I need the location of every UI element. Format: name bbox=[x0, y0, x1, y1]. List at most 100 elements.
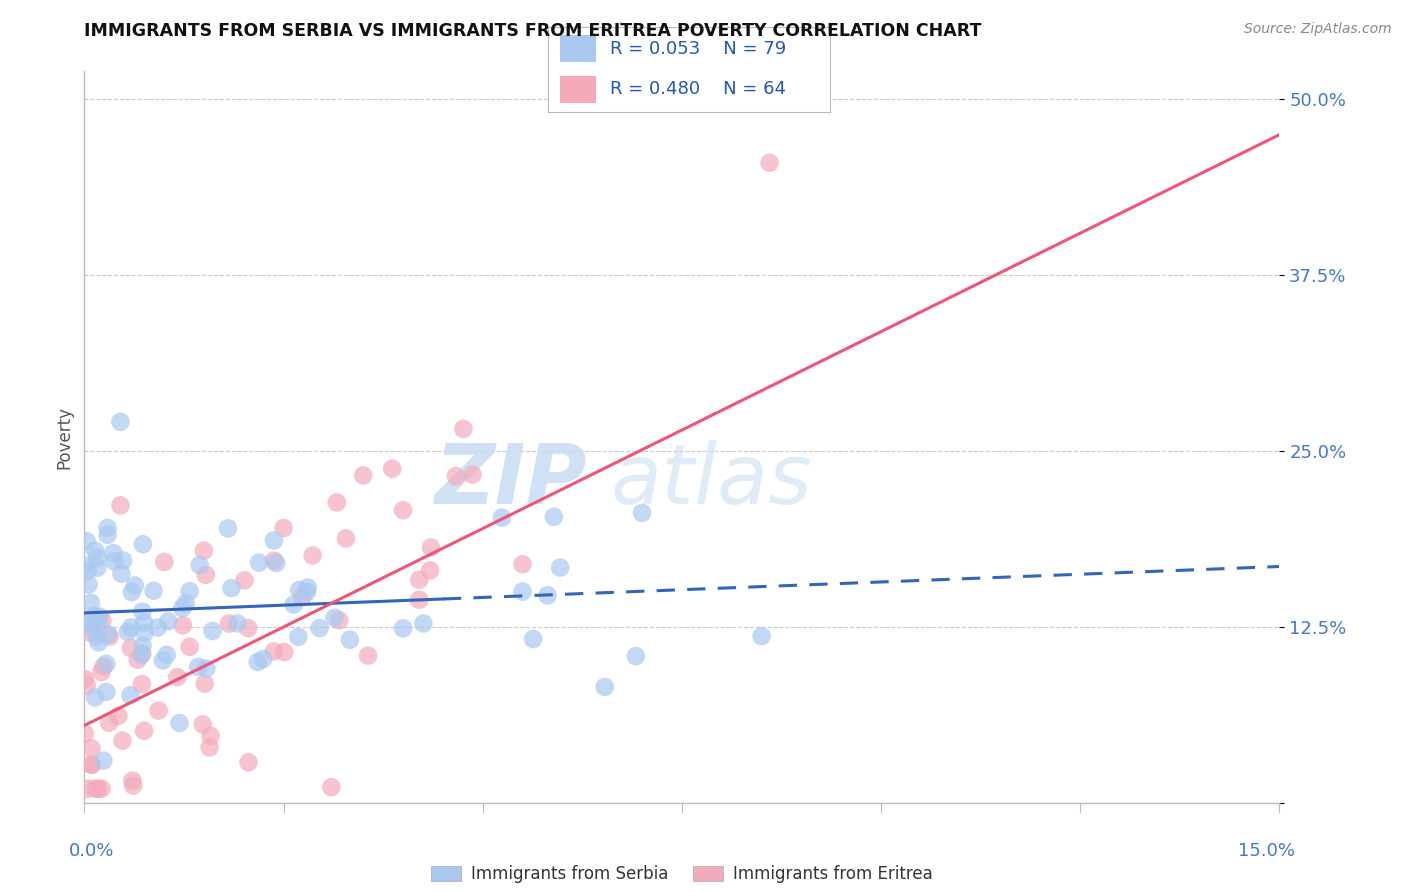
Y-axis label: Poverty: Poverty bbox=[55, 406, 73, 468]
Point bbox=[76, 781, 98, 796]
Point bbox=[288, 583, 311, 598]
Point bbox=[194, 567, 217, 582]
Text: atlas: atlas bbox=[610, 441, 811, 522]
Point bbox=[381, 462, 404, 476]
Point bbox=[93, 754, 115, 768]
Point bbox=[201, 624, 224, 638]
Point bbox=[357, 648, 380, 663]
Point bbox=[153, 555, 176, 569]
Point bbox=[86, 781, 108, 796]
Point bbox=[194, 676, 217, 690]
Point bbox=[295, 585, 318, 599]
Point bbox=[522, 632, 544, 646]
Point bbox=[512, 558, 534, 572]
Point bbox=[301, 549, 323, 563]
Point bbox=[187, 660, 209, 674]
Point bbox=[112, 553, 135, 567]
Point bbox=[328, 613, 350, 627]
Point bbox=[412, 616, 434, 631]
Point bbox=[76, 564, 98, 578]
Point bbox=[146, 620, 169, 634]
Point bbox=[593, 680, 616, 694]
Point bbox=[326, 495, 349, 509]
Point bbox=[408, 592, 430, 607]
Point bbox=[132, 615, 155, 630]
Point bbox=[247, 556, 270, 570]
Point bbox=[134, 723, 156, 738]
Point bbox=[80, 757, 103, 772]
Point bbox=[191, 717, 214, 731]
Point bbox=[631, 506, 654, 520]
Point bbox=[82, 620, 104, 634]
Point bbox=[751, 629, 773, 643]
Point bbox=[172, 601, 194, 615]
Point bbox=[263, 644, 285, 658]
Point bbox=[84, 781, 107, 796]
FancyBboxPatch shape bbox=[560, 36, 596, 62]
Point bbox=[444, 469, 467, 483]
Point bbox=[86, 560, 108, 574]
Point bbox=[73, 672, 96, 686]
Point bbox=[134, 626, 156, 640]
Point bbox=[461, 467, 484, 482]
Point bbox=[233, 574, 256, 588]
Point bbox=[110, 499, 132, 513]
Point bbox=[132, 537, 155, 551]
Point bbox=[166, 670, 188, 684]
Point bbox=[120, 688, 142, 702]
Point bbox=[91, 614, 114, 628]
Point bbox=[107, 709, 129, 723]
Point bbox=[79, 625, 101, 640]
Point bbox=[96, 528, 118, 542]
Text: Source: ZipAtlas.com: Source: ZipAtlas.com bbox=[1244, 22, 1392, 37]
Point bbox=[252, 652, 274, 666]
Text: 0.0%: 0.0% bbox=[69, 842, 114, 860]
Point bbox=[131, 677, 153, 691]
Point bbox=[142, 583, 165, 598]
Point bbox=[218, 616, 240, 631]
Point bbox=[246, 655, 269, 669]
Point bbox=[352, 468, 374, 483]
Point bbox=[264, 556, 287, 570]
Point bbox=[263, 554, 285, 568]
Legend: Immigrants from Serbia, Immigrants from Eritrea: Immigrants from Serbia, Immigrants from … bbox=[425, 858, 939, 889]
Point bbox=[179, 640, 201, 654]
Point bbox=[179, 584, 201, 599]
Point bbox=[238, 756, 260, 770]
Text: R = 0.053    N = 79: R = 0.053 N = 79 bbox=[610, 40, 786, 58]
Point bbox=[110, 566, 132, 581]
Point bbox=[193, 543, 215, 558]
Point bbox=[98, 715, 121, 730]
Point bbox=[131, 605, 153, 619]
Point bbox=[221, 581, 243, 595]
Text: 15.0%: 15.0% bbox=[1239, 842, 1295, 860]
Point bbox=[96, 657, 118, 671]
Point bbox=[512, 584, 534, 599]
Point bbox=[200, 729, 222, 743]
Point bbox=[120, 640, 142, 655]
Point bbox=[174, 596, 197, 610]
Point bbox=[84, 543, 107, 558]
Point bbox=[103, 554, 125, 568]
Point bbox=[321, 780, 343, 794]
Point bbox=[86, 615, 108, 629]
Point bbox=[148, 704, 170, 718]
Point bbox=[273, 645, 295, 659]
Point bbox=[453, 422, 475, 436]
Point bbox=[127, 653, 149, 667]
Point bbox=[419, 541, 441, 555]
Point bbox=[188, 558, 211, 573]
Point bbox=[96, 685, 118, 699]
Point bbox=[297, 581, 319, 595]
Point bbox=[491, 510, 513, 524]
Text: ZIP: ZIP bbox=[433, 441, 586, 522]
Point bbox=[131, 646, 153, 660]
Point bbox=[536, 588, 558, 602]
Point bbox=[548, 560, 571, 574]
Point bbox=[131, 639, 153, 653]
Point bbox=[93, 659, 115, 673]
Point bbox=[273, 521, 295, 535]
Point bbox=[226, 616, 249, 631]
Point bbox=[121, 773, 143, 788]
Point bbox=[124, 578, 146, 592]
